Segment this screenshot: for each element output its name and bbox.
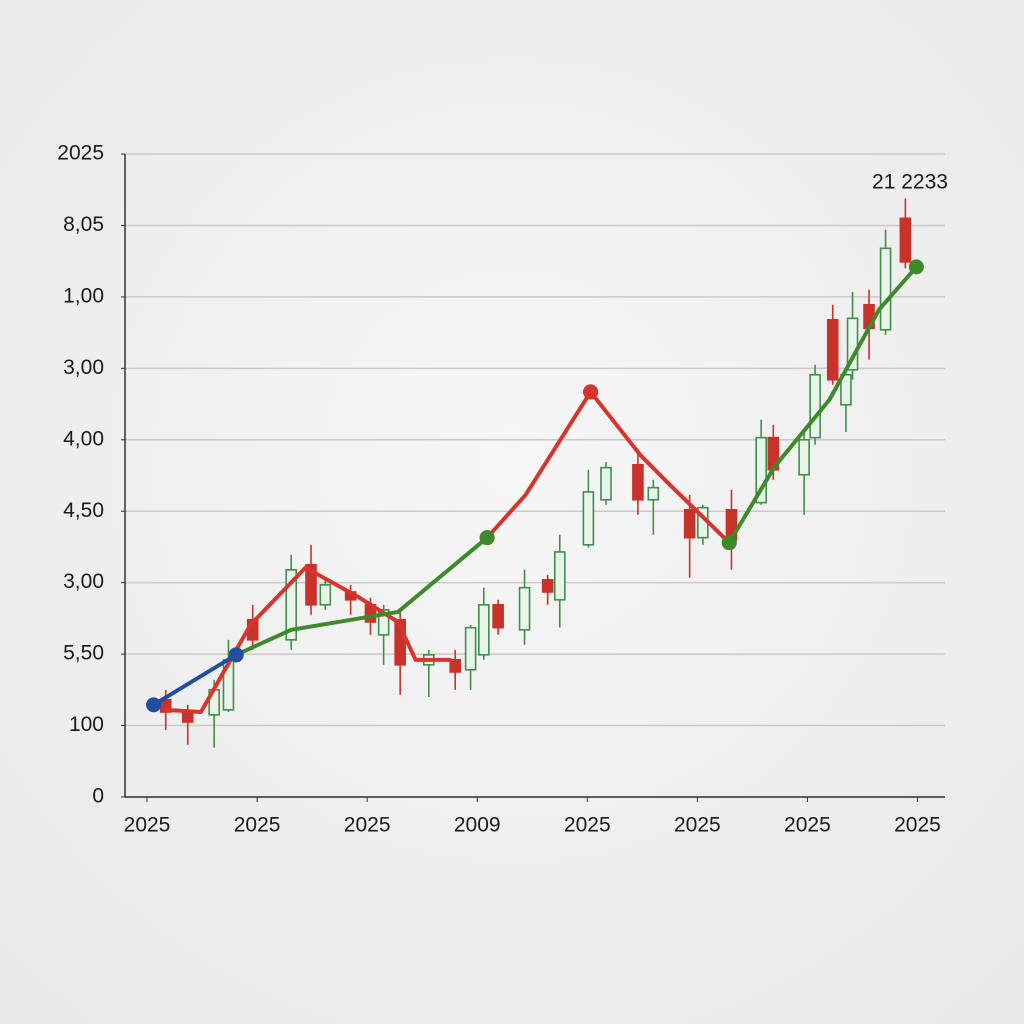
candle-body [647,486,660,501]
x-tick-label: 2025 [674,814,721,837]
line-marker [721,535,737,551]
line-marker [479,530,495,546]
candle-body [319,584,332,606]
candle-body [518,586,531,631]
candle-body [541,579,554,593]
candle-body [449,659,462,673]
line-marker [146,697,162,713]
candle-body [377,609,390,636]
x-tick-label: 2025 [234,814,281,837]
y-tick-label: 3,00 [63,356,104,379]
annotation: 21 2233 [872,171,948,194]
candle-body [899,217,912,263]
line-series [485,389,732,545]
line-marker [908,259,924,275]
x-tick-label: 2025 [124,814,171,837]
y-tick-label: 1,00 [63,284,104,307]
y-tick-label: 4,50 [63,499,104,522]
candle-body [285,569,298,641]
candle-body [394,619,406,666]
candle-body [879,247,892,331]
candle-body [683,508,696,539]
y-tick-label: 2025 [57,142,104,165]
candle-body [305,564,317,606]
x-tick-label: 2025 [564,814,611,837]
line-marker [228,647,244,663]
candle-body [464,626,477,671]
candle-body [846,317,859,371]
candle-body [632,463,644,501]
plot-area [146,198,924,748]
candle-body [600,466,612,501]
line-marker [583,384,599,400]
y-tick-label: 4,00 [63,427,104,450]
y-tick-label: 100 [69,713,104,736]
candle-body [478,604,490,656]
x-tick-label: 2025 [894,814,941,837]
y-tick-label: 5,50 [63,642,104,665]
candle-body [492,604,504,629]
candle-body [809,373,821,439]
x-tick-label: 2025 [784,814,831,837]
y-tick-label: 0 [92,785,104,808]
candle-body [840,373,852,406]
x-tick-label: 2009 [454,814,501,837]
y-tick-label: 3,00 [63,570,104,593]
y-tick-label: 8,05 [63,213,104,236]
candle-body [798,438,810,476]
x-tick-label: 2025 [344,814,391,837]
line-series [151,652,239,707]
line-series [163,565,452,714]
candle-body [181,711,194,723]
candle-body [755,436,767,504]
candle-body [826,318,839,381]
line-series [234,264,919,657]
candle-body [582,491,595,546]
grid [125,153,945,798]
candle-body [553,551,566,601]
